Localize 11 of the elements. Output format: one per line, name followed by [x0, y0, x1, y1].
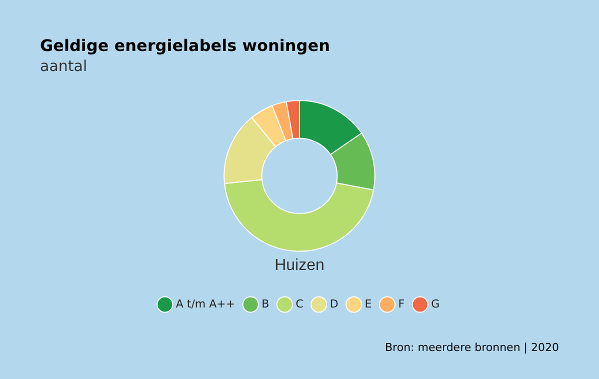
legend-label: F — [398, 297, 405, 310]
text: Huizen — [274, 257, 324, 274]
legend-label: B — [262, 297, 270, 310]
chart-title: Geldige energielabels woningen — [40, 36, 330, 55]
legend-label: E — [364, 297, 372, 310]
legend-label: G — [431, 297, 440, 310]
legend-label: C — [296, 297, 304, 310]
text: Bron: meerdere bronnen | 2020 — [385, 341, 559, 354]
chart-subtitle: aantal — [40, 57, 88, 75]
legend-label: D — [330, 297, 338, 310]
legend-label: A t/m A++ — [176, 297, 236, 310]
